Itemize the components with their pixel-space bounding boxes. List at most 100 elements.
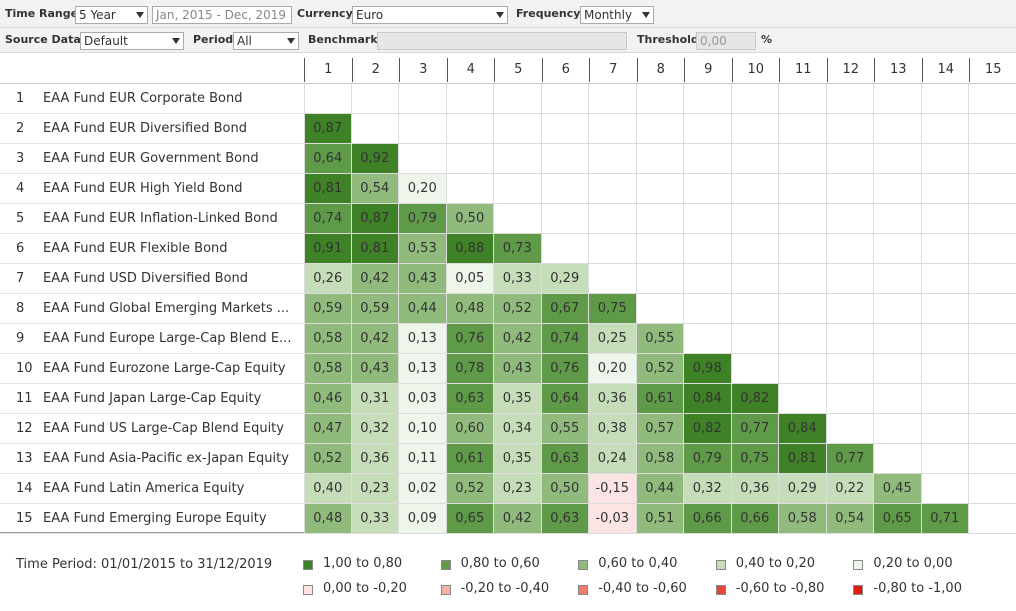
row-index: 3	[16, 151, 25, 166]
empty-cell	[589, 234, 637, 264]
matrix-cell: 0,20	[399, 174, 447, 204]
column-header: 14	[921, 58, 970, 82]
row-index: 7	[16, 271, 25, 286]
matrix-cell: 0,63	[541, 444, 589, 474]
matrix-cell: 0,50	[446, 204, 494, 234]
empty-cell	[921, 324, 969, 354]
select[interactable]: Default	[80, 32, 184, 50]
matrix-cell: 0,58	[304, 354, 352, 384]
legend-swatch	[715, 560, 726, 570]
row-name: EAA Fund US Large-Cap Blend Equity	[43, 421, 284, 436]
input[interactable]: 0,00	[696, 32, 756, 50]
empty-cell	[541, 174, 589, 204]
empty-cell	[874, 174, 922, 204]
matrix-cell: 0,98	[684, 354, 732, 384]
matrix-cell: 0,09	[399, 504, 447, 534]
empty-cell	[684, 264, 732, 294]
matrix-cell: 0,59	[304, 294, 352, 324]
empty-cell	[779, 354, 827, 384]
empty-cell	[874, 324, 922, 354]
empty-cell	[636, 204, 684, 234]
legend-label: 0,20 to 0,00	[873, 556, 953, 571]
empty-cell	[589, 144, 637, 174]
matrix-cell: 0,81	[779, 444, 827, 474]
matrix-cell: 0,74	[304, 204, 352, 234]
row-rule	[0, 293, 304, 294]
empty-cell	[636, 144, 684, 174]
input[interactable]	[377, 32, 627, 50]
label: Frequency	[516, 7, 581, 20]
column-header: 15	[969, 58, 1016, 82]
matrix-cell: 0,36	[731, 474, 779, 504]
matrix-cell: 0,64	[304, 144, 352, 174]
empty-cell	[446, 144, 494, 174]
matrix-cell: 0,33	[351, 504, 399, 534]
empty-cell	[874, 384, 922, 414]
value: Euro	[356, 8, 384, 22]
row-rule	[0, 173, 304, 174]
empty-cell	[731, 204, 779, 234]
matrix-cell: 0,55	[636, 324, 684, 354]
matrix-cell: 0,71	[921, 504, 969, 534]
matrix-cell: 0,36	[351, 444, 399, 474]
empty-cell	[494, 84, 542, 114]
label: Threshold	[637, 33, 699, 46]
matrix-cell: 0,76	[541, 354, 589, 384]
matrix-cell: 0,10	[399, 414, 447, 444]
legend-swatch	[440, 585, 451, 595]
empty-cell	[589, 174, 637, 204]
matrix-cell: 0,81	[304, 174, 352, 204]
label: Benchmark	[308, 33, 378, 46]
empty-cell	[731, 84, 779, 114]
empty-cell	[826, 294, 874, 324]
legend-label: -0,20 to -0,40	[460, 581, 550, 596]
label: Source Data	[5, 33, 81, 46]
empty-cell	[874, 444, 922, 474]
matrix-cell: 0,44	[636, 474, 684, 504]
select[interactable]: All	[233, 32, 299, 50]
empty-cell	[351, 114, 399, 144]
matrix-cell: 0,61	[636, 384, 684, 414]
matrix-cell: 0,11	[399, 444, 447, 474]
matrix-cell: 0,61	[446, 444, 494, 474]
matrix-cell: 0,03	[399, 384, 447, 414]
empty-cell	[969, 114, 1016, 144]
empty-cell	[779, 294, 827, 324]
empty-cell	[874, 204, 922, 234]
matrix-cell: 0,24	[589, 444, 637, 474]
empty-cell	[921, 264, 969, 294]
empty-cell	[969, 444, 1016, 474]
empty-cell	[684, 114, 732, 144]
row-name: EAA Fund EUR Government Bond	[43, 151, 259, 166]
column-header: 5	[494, 58, 542, 82]
select[interactable]: 5 Year	[75, 6, 148, 24]
row-name: EAA Fund EUR High Yield Bond	[43, 181, 243, 196]
column-header: 8	[636, 58, 685, 82]
row-index: 4	[16, 181, 25, 196]
matrix-cell: 0,75	[589, 294, 637, 324]
column-header: 2	[351, 58, 400, 82]
select[interactable]: Euro	[352, 6, 508, 24]
row-name: EAA Fund Japan Large-Cap Equity	[43, 391, 262, 406]
empty-cell	[779, 144, 827, 174]
select[interactable]: Monthly	[580, 6, 654, 24]
row-name: EAA Fund Global Emerging Markets ...	[43, 301, 290, 316]
empty-cell	[874, 294, 922, 324]
empty-cell	[636, 174, 684, 204]
empty-cell	[826, 384, 874, 414]
input[interactable]: Jan, 2015 - Dec, 2019	[152, 6, 292, 24]
empty-cell	[684, 324, 732, 354]
empty-cell	[969, 204, 1016, 234]
row-name: EAA Fund Eurozone Large-Cap Equity	[43, 361, 286, 376]
row-index: 2	[16, 121, 25, 136]
empty-cell	[446, 114, 494, 144]
matrix-cell: 0,82	[684, 414, 732, 444]
matrix-cell: 0,58	[304, 324, 352, 354]
matrix-cell: 0,82	[731, 384, 779, 414]
legend-swatch	[578, 585, 589, 595]
empty-cell	[969, 174, 1016, 204]
row-name: EAA Fund Latin America Equity	[43, 481, 245, 496]
matrix-cell: 0,48	[304, 504, 352, 534]
matrix-cell: 0,52	[304, 444, 352, 474]
